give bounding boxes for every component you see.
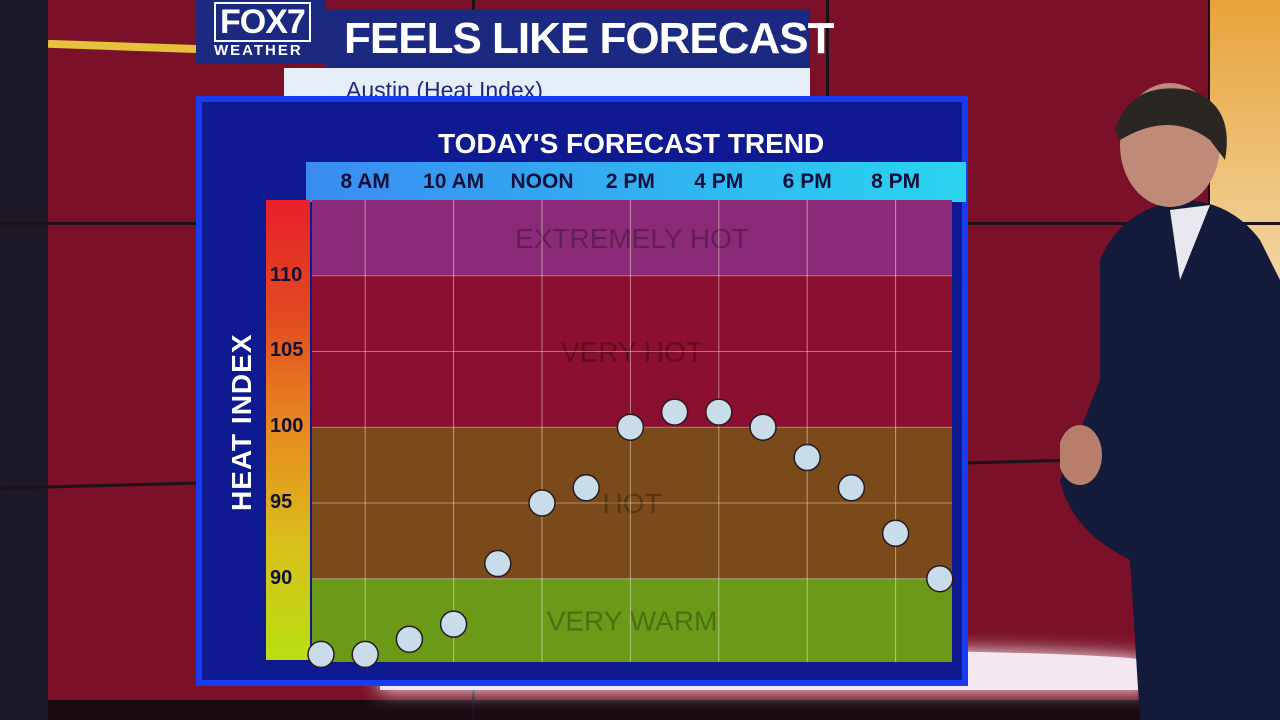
time-axis-bar [306, 162, 966, 202]
y-tick-label: 95 [270, 490, 293, 513]
heat-color-scale [266, 200, 310, 660]
page-title: FEELS LIKE FORECAST [326, 10, 834, 68]
y-tick-label: 100 [270, 415, 304, 438]
x-tick-label: 6 PM [782, 170, 832, 193]
chart-title: TODAY'S FORECAST TREND [438, 128, 825, 159]
x-tick-label: 10 AM [423, 170, 485, 193]
x-tick-label: 8 AM [340, 170, 390, 193]
x-tick-label: 8 PM [871, 170, 921, 193]
presenter [1060, 83, 1280, 720]
fox7-weather-logo: FOX7 WEATHER [196, 0, 326, 64]
y-axis-title: HEAT INDEX [226, 333, 257, 511]
y-tick-label: 90 [270, 566, 293, 589]
logo-text: FOX7 [214, 2, 311, 42]
y-tick-label: 105 [270, 339, 304, 362]
x-tick-label: NOON [510, 170, 574, 193]
x-tick-label: 2 PM [605, 170, 655, 193]
logo-subtext: WEATHER [214, 42, 303, 59]
x-tick-label: 4 PM [694, 170, 744, 193]
y-tick-label: 110 [270, 263, 303, 286]
studio-wall-left [0, 0, 48, 720]
